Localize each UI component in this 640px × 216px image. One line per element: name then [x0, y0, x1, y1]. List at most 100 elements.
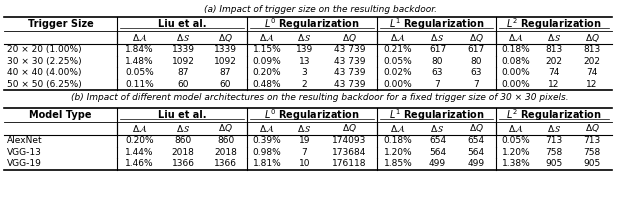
- Text: $\Delta\mathcal{A}$: $\Delta\mathcal{A}$: [259, 123, 275, 134]
- Text: $\Delta\mathcal{A}$: $\Delta\mathcal{A}$: [508, 123, 524, 134]
- Text: $\Delta\mathcal{S}$: $\Delta\mathcal{S}$: [298, 32, 312, 43]
- Text: 0.11%: 0.11%: [125, 80, 154, 89]
- Text: 0.39%: 0.39%: [253, 136, 282, 145]
- Text: 43 739: 43 739: [333, 68, 365, 77]
- Text: $\Delta\mathcal{S}$: $\Delta\mathcal{S}$: [547, 123, 561, 134]
- Text: 43 739: 43 739: [333, 80, 365, 89]
- Text: 0.48%: 0.48%: [253, 80, 282, 89]
- Text: 63: 63: [432, 68, 444, 77]
- Text: 7: 7: [473, 80, 479, 89]
- Text: 1.38%: 1.38%: [502, 159, 531, 168]
- Text: 0.18%: 0.18%: [502, 45, 531, 54]
- Text: 7: 7: [435, 80, 440, 89]
- Text: 139: 139: [296, 45, 313, 54]
- Text: 1.85%: 1.85%: [383, 159, 412, 168]
- Text: 12: 12: [548, 80, 560, 89]
- Text: $\Delta Q$: $\Delta Q$: [342, 122, 357, 135]
- Text: (b) Impact of different model architectures on the resulting backdoor for a fixe: (b) Impact of different model architectu…: [71, 93, 569, 102]
- Text: $\Delta\mathcal{A}$: $\Delta\mathcal{A}$: [259, 32, 275, 43]
- Text: 87: 87: [220, 68, 231, 77]
- Text: 0.00%: 0.00%: [502, 68, 531, 77]
- Text: $L^1$ Regularization: $L^1$ Regularization: [388, 16, 484, 32]
- Text: $L^2$ Regularization: $L^2$ Regularization: [506, 16, 602, 32]
- Text: $\Delta\mathcal{S}$: $\Delta\mathcal{S}$: [176, 32, 190, 43]
- Text: Trigger Size: Trigger Size: [28, 19, 93, 29]
- Text: 860: 860: [217, 136, 234, 145]
- Text: AlexNet: AlexNet: [7, 136, 43, 145]
- Text: 654: 654: [467, 136, 484, 145]
- Text: 0.00%: 0.00%: [383, 80, 412, 89]
- Text: $\Delta\mathcal{S}$: $\Delta\mathcal{S}$: [298, 123, 312, 134]
- Text: 0.20%: 0.20%: [253, 68, 282, 77]
- Text: VGG-13: VGG-13: [7, 148, 42, 157]
- Text: 80: 80: [470, 57, 482, 66]
- Text: 87: 87: [177, 68, 189, 77]
- Text: 1092: 1092: [214, 57, 237, 66]
- Text: $\Delta\mathcal{A}$: $\Delta\mathcal{A}$: [132, 123, 147, 134]
- Text: $\Delta\mathcal{S}$: $\Delta\mathcal{S}$: [431, 32, 445, 43]
- Text: 564: 564: [467, 148, 484, 157]
- Text: 80: 80: [432, 57, 444, 66]
- Text: 0.05%: 0.05%: [125, 68, 154, 77]
- Text: Liu et al.: Liu et al.: [157, 19, 206, 29]
- Text: 654: 654: [429, 136, 446, 145]
- Text: $\Delta Q$: $\Delta Q$: [584, 122, 600, 135]
- Text: 564: 564: [429, 148, 446, 157]
- Text: $\Delta Q$: $\Delta Q$: [584, 32, 600, 43]
- Text: 2018: 2018: [172, 148, 195, 157]
- Text: 0.20%: 0.20%: [125, 136, 154, 145]
- Text: 1.46%: 1.46%: [125, 159, 154, 168]
- Text: 2: 2: [301, 80, 307, 89]
- Text: 20 × 20 (1.00%): 20 × 20 (1.00%): [7, 45, 82, 54]
- Text: 1.44%: 1.44%: [125, 148, 154, 157]
- Text: $L^1$ Regularization: $L^1$ Regularization: [388, 107, 484, 123]
- Text: 617: 617: [467, 45, 484, 54]
- Text: 7: 7: [301, 148, 307, 157]
- Text: $\Delta\mathcal{A}$: $\Delta\mathcal{A}$: [132, 32, 147, 43]
- Text: 758: 758: [545, 148, 563, 157]
- Text: Liu et al.: Liu et al.: [157, 110, 206, 120]
- Text: $\Delta\mathcal{S}$: $\Delta\mathcal{S}$: [547, 32, 561, 43]
- Text: 43 739: 43 739: [333, 45, 365, 54]
- Text: 30 × 30 (2.25%): 30 × 30 (2.25%): [7, 57, 82, 66]
- Text: 74: 74: [586, 68, 598, 77]
- Text: $L^0$ Regularization: $L^0$ Regularization: [264, 107, 360, 123]
- Text: 63: 63: [470, 68, 482, 77]
- Text: 202: 202: [545, 57, 563, 66]
- Text: 905: 905: [545, 159, 563, 168]
- Text: 1366: 1366: [214, 159, 237, 168]
- Text: 43 739: 43 739: [333, 57, 365, 66]
- Text: 0.05%: 0.05%: [502, 136, 531, 145]
- Text: 60: 60: [220, 80, 231, 89]
- Text: 1366: 1366: [172, 159, 195, 168]
- Text: 813: 813: [584, 45, 600, 54]
- Text: 813: 813: [545, 45, 563, 54]
- Text: 13: 13: [299, 57, 310, 66]
- Text: Model Type: Model Type: [29, 110, 92, 120]
- Text: 617: 617: [429, 45, 446, 54]
- Text: 50 × 50 (6.25%): 50 × 50 (6.25%): [7, 80, 82, 89]
- Text: 0.08%: 0.08%: [502, 57, 531, 66]
- Text: 499: 499: [429, 159, 446, 168]
- Text: $\Delta\mathcal{A}$: $\Delta\mathcal{A}$: [390, 32, 406, 43]
- Text: $\Delta Q$: $\Delta Q$: [218, 32, 233, 43]
- Text: 0.02%: 0.02%: [384, 68, 412, 77]
- Text: 176118: 176118: [332, 159, 367, 168]
- Text: $\Delta Q$: $\Delta Q$: [468, 32, 483, 43]
- Text: 1.84%: 1.84%: [125, 45, 154, 54]
- Text: VGG-19: VGG-19: [7, 159, 42, 168]
- Text: 0.05%: 0.05%: [383, 57, 412, 66]
- Text: 758: 758: [584, 148, 600, 157]
- Text: 1.48%: 1.48%: [125, 57, 154, 66]
- Text: 202: 202: [584, 57, 600, 66]
- Text: 0.00%: 0.00%: [502, 80, 531, 89]
- Text: $\Delta Q$: $\Delta Q$: [342, 32, 357, 43]
- Text: 10: 10: [299, 159, 310, 168]
- Text: 60: 60: [177, 80, 189, 89]
- Text: 173684: 173684: [332, 148, 367, 157]
- Text: 174093: 174093: [332, 136, 367, 145]
- Text: 3: 3: [301, 68, 307, 77]
- Text: $\Delta\mathcal{A}$: $\Delta\mathcal{A}$: [508, 32, 524, 43]
- Text: 860: 860: [174, 136, 191, 145]
- Text: 905: 905: [584, 159, 600, 168]
